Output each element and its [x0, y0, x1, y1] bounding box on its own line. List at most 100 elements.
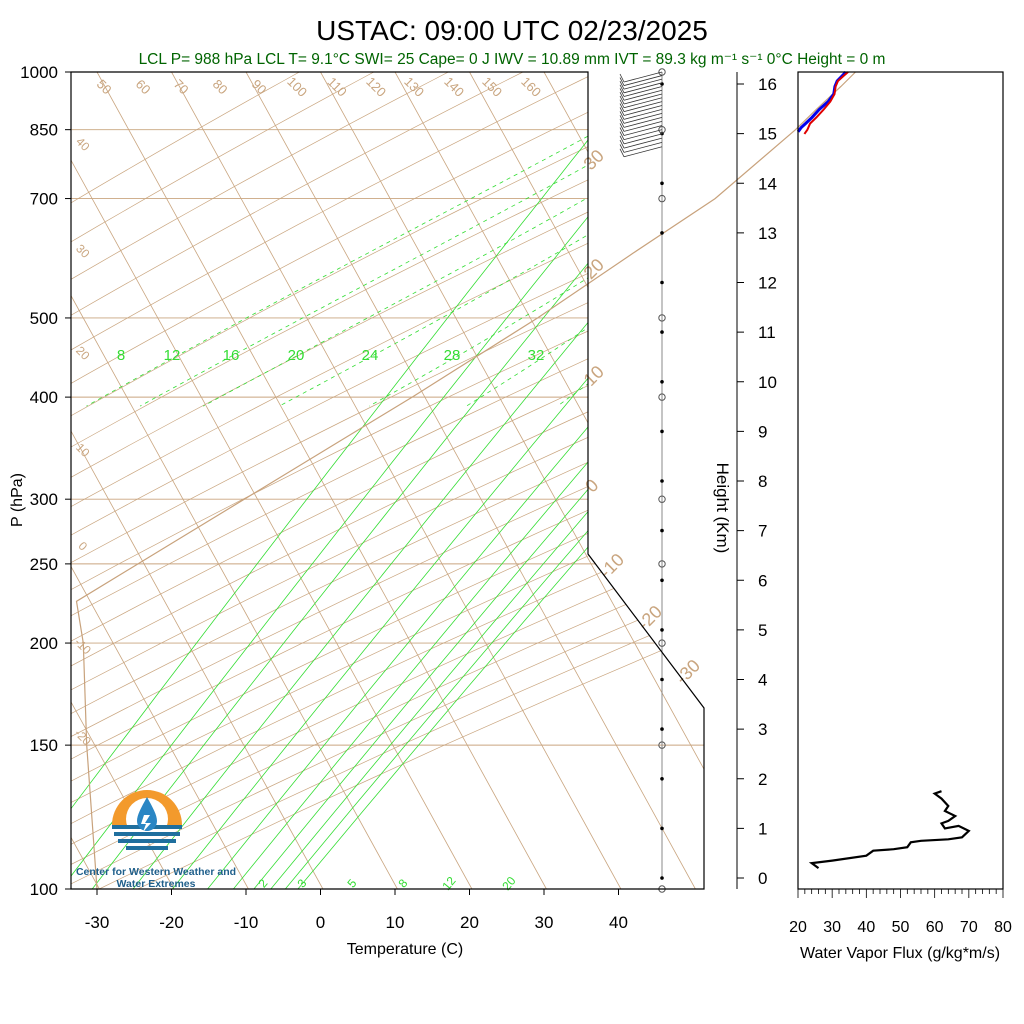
- height-tick-label: 0: [758, 869, 767, 888]
- right-edge-label: -10: [595, 549, 628, 582]
- height-tick-label: 4: [758, 671, 767, 690]
- wvf-axis-label: Water Vapor Flux (g/kg*m/s): [800, 945, 1000, 962]
- p-tick-label: 700: [30, 190, 58, 209]
- height-tick-label: 2: [758, 770, 767, 789]
- wind-barb: [623, 129, 663, 141]
- dry-adiabat-label: 60: [133, 76, 154, 97]
- pressure-circle: [658, 639, 666, 647]
- height-axis-label: Height (Km): [713, 463, 732, 554]
- isotherm-line: [71, 72, 324, 889]
- wind-barb-flag: [619, 148, 625, 157]
- isotherm-line: [71, 72, 473, 889]
- dry-adiabat-label: 90: [249, 76, 270, 97]
- x-tick-label: -20: [159, 913, 184, 932]
- dry-adiabat-line: [71, 72, 704, 889]
- left-edge-label: -10: [72, 635, 94, 657]
- dry-adiabat-label: 160: [518, 74, 544, 100]
- wvf-profile-line: [808, 790, 971, 869]
- mixing-ratio-label: 16: [223, 347, 240, 364]
- mixing-ratio-bottom-label: 12: [439, 874, 459, 893]
- height-dot: [660, 578, 664, 583]
- height-dot: [660, 727, 664, 731]
- dry-adiabat-line: [71, 72, 704, 889]
- wind-barb: [623, 78, 663, 90]
- height-dot: [660, 280, 664, 285]
- mixing-ratio-line: [207, 72, 704, 889]
- wind-barb-flag: [619, 88, 625, 97]
- x-tick-label: 0: [316, 913, 325, 932]
- dry-adiabat-line: [71, 72, 704, 889]
- wind-barb-flag: [619, 99, 625, 108]
- right-edge-label: 30: [580, 146, 608, 174]
- height-tick-label: 5: [758, 621, 767, 640]
- wind-barb-flag: [619, 123, 625, 132]
- temperature-profile-line: [803, 71, 849, 135]
- isotherm-line: [618, 72, 704, 889]
- wind-barb-flag: [619, 92, 625, 101]
- chart-subtitle: LCL P= 988 hPa LCL T= 9.1°C SWI= 25 Cape…: [139, 51, 886, 68]
- wind-barb-flag: [619, 77, 625, 86]
- wind-barb-flag: [619, 103, 625, 112]
- height-dot: [660, 628, 664, 632]
- height-dot: [660, 330, 664, 334]
- height-dot: [660, 777, 664, 781]
- height-tick-label: 1: [758, 819, 767, 838]
- wind-barb-flag: [619, 115, 625, 124]
- wind-barb: [623, 101, 663, 112]
- x-axis-label: Temperature (C): [347, 941, 463, 958]
- left-edge-label: 10: [73, 440, 93, 460]
- height-dot: [660, 528, 664, 533]
- moist-adiabat-line: [86, 72, 704, 407]
- mixing-ratio-label: 28: [444, 347, 461, 364]
- height-dot: [660, 876, 664, 880]
- isotherm-line: [71, 72, 249, 889]
- left-edge-label: 40: [73, 134, 93, 154]
- wind-barb: [623, 89, 663, 101]
- x-tick-label: 30: [535, 913, 554, 932]
- wvf-panel: 20 30 40 50 60 70 80: [789, 790, 1012, 936]
- isotherm-line: [171, 72, 622, 889]
- dry-adiabat-line: [71, 72, 704, 889]
- height-dot: [660, 479, 664, 483]
- mixing-ratio-bottom-label: 20: [499, 874, 519, 893]
- wind-barb-flag: [619, 73, 625, 83]
- p-tick-label: 500: [30, 309, 58, 328]
- wind-barb: [623, 142, 663, 153]
- height-tick-label: 9: [758, 422, 767, 441]
- x-tick-label: 40: [609, 913, 628, 932]
- cw3e-logo: [112, 790, 182, 850]
- wind-barb: [623, 137, 663, 149]
- dry-adiabat-line: [71, 72, 704, 889]
- height-dot: [660, 231, 664, 235]
- wind-barb: [623, 108, 663, 120]
- pressure-circle: [658, 126, 666, 134]
- wind-barb-flag: [619, 127, 625, 136]
- dry-adiabat-label: 50: [94, 76, 115, 97]
- height-tick-label: 7: [758, 522, 767, 541]
- wind-barb-flag: [619, 135, 625, 145]
- wvf-tick-label: 20: [789, 919, 807, 936]
- wind-barb: [623, 133, 663, 145]
- isotherm-line: [71, 72, 175, 889]
- wind-barb: [623, 105, 663, 116]
- wind-barb: [623, 116, 663, 128]
- dry-adiabat-line: [71, 72, 704, 889]
- pressure-circle: [658, 68, 666, 76]
- height-tick-label: 6: [758, 571, 767, 590]
- dry-adiabat-line: [71, 72, 704, 889]
- wvf-tick-label: 80: [994, 919, 1012, 936]
- x-tick-label: 10: [386, 913, 405, 932]
- dry-adiabat-line: [71, 72, 704, 889]
- dry-adiabat-line: [71, 72, 483, 889]
- wind-barb-flag: [619, 131, 625, 140]
- p-tick-label: 200: [30, 634, 58, 653]
- p-tick-label: 150: [30, 736, 58, 755]
- parcel-path-line: [75, 71, 856, 890]
- height-dot: [660, 677, 664, 682]
- plot-frame: [70, 71, 705, 890]
- mixing-ratio-line: [253, 72, 704, 889]
- dry-adiabat-line: [137, 72, 704, 889]
- mixing-ratio-line: [91, 72, 704, 889]
- mixing-ratio-line: [233, 72, 704, 889]
